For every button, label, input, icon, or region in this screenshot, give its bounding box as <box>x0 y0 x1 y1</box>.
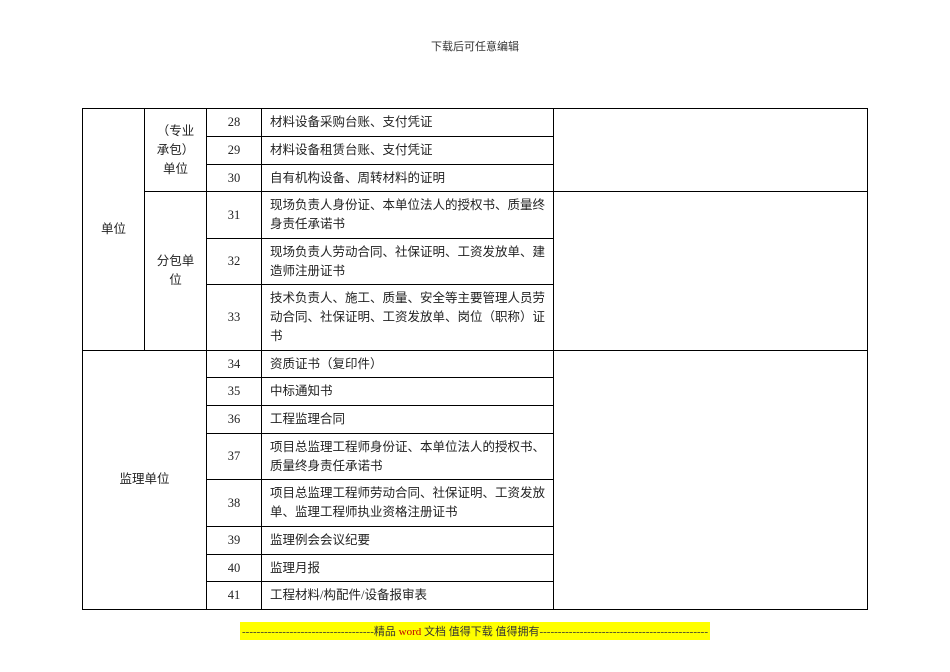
cell-row-desc: 资质证书（复印件） <box>262 350 554 378</box>
table-row: 分包单位 31 现场负责人身份证、本单位法人的授权书、质量终身责任承诺书 <box>83 192 868 239</box>
cell-row-number: 31 <box>207 192 262 239</box>
cell-row-number: 29 <box>207 136 262 164</box>
cell-unit-label: 单位 <box>83 109 145 351</box>
footer-text-2: 文档 值得下载 值得拥有 <box>424 626 540 638</box>
cell-row-desc: 工程监理合同 <box>262 406 554 434</box>
table-row: 单位 （专业承包）单位 28 材料设备采购台账、支付凭证 <box>83 109 868 137</box>
cell-empty <box>554 350 868 610</box>
document-table: 单位 （专业承包）单位 28 材料设备采购台账、支付凭证 29 材料设备租赁台账… <box>82 108 868 610</box>
cell-row-number: 28 <box>207 109 262 137</box>
footer-highlight: ------------------------------------精品 w… <box>240 622 710 640</box>
cell-group-label: （专业承包）单位 <box>145 109 207 192</box>
cell-row-number: 36 <box>207 406 262 434</box>
cell-row-number: 33 <box>207 285 262 350</box>
cell-row-desc: 材料设备租赁台账、支付凭证 <box>262 136 554 164</box>
cell-group-label: 监理单位 <box>83 350 207 610</box>
cell-row-desc: 技术负责人、施工、质量、安全等主要管理人员劳动合同、社保证明、工资发放单、岗位（… <box>262 285 554 350</box>
cell-empty <box>554 192 868 350</box>
cell-row-number: 40 <box>207 554 262 582</box>
cell-row-number: 39 <box>207 526 262 554</box>
footer-word: word <box>399 626 424 638</box>
document-table-container: 单位 （专业承包）单位 28 材料设备采购台账、支付凭证 29 材料设备租赁台账… <box>82 108 868 610</box>
cell-row-number: 35 <box>207 378 262 406</box>
cell-row-desc: 现场负责人身份证、本单位法人的授权书、质量终身责任承诺书 <box>262 192 554 239</box>
table-row: 监理单位 34 资质证书（复印件） <box>83 350 868 378</box>
cell-row-desc: 现场负责人劳动合同、社保证明、工资发放单、建造师注册证书 <box>262 238 554 285</box>
cell-row-number: 30 <box>207 164 262 192</box>
page-header-note: 下载后可任意编辑 <box>0 0 950 54</box>
cell-row-desc: 中标通知书 <box>262 378 554 406</box>
cell-row-desc: 项目总监理工程师身份证、本单位法人的授权书、质量终身责任承诺书 <box>262 433 554 480</box>
footer-dashes-left: ------------------------------------ <box>242 626 374 638</box>
cell-row-desc: 工程材料/构配件/设备报审表 <box>262 582 554 610</box>
cell-row-desc: 材料设备采购台账、支付凭证 <box>262 109 554 137</box>
cell-row-number: 37 <box>207 433 262 480</box>
cell-empty <box>554 109 868 192</box>
cell-row-number: 34 <box>207 350 262 378</box>
cell-row-number: 32 <box>207 238 262 285</box>
cell-row-desc: 监理例会会议纪要 <box>262 526 554 554</box>
cell-row-number: 41 <box>207 582 262 610</box>
cell-row-desc: 监理月报 <box>262 554 554 582</box>
footer-dashes-right: ----------------------------------------… <box>539 626 708 638</box>
cell-row-number: 38 <box>207 480 262 527</box>
cell-row-desc: 项目总监理工程师劳动合同、社保证明、工资发放单、监理工程师执业资格注册证书 <box>262 480 554 527</box>
footer-text-1: 精品 <box>374 626 399 638</box>
cell-group-label: 分包单位 <box>145 192 207 350</box>
cell-row-desc: 自有机构设备、周转材料的证明 <box>262 164 554 192</box>
